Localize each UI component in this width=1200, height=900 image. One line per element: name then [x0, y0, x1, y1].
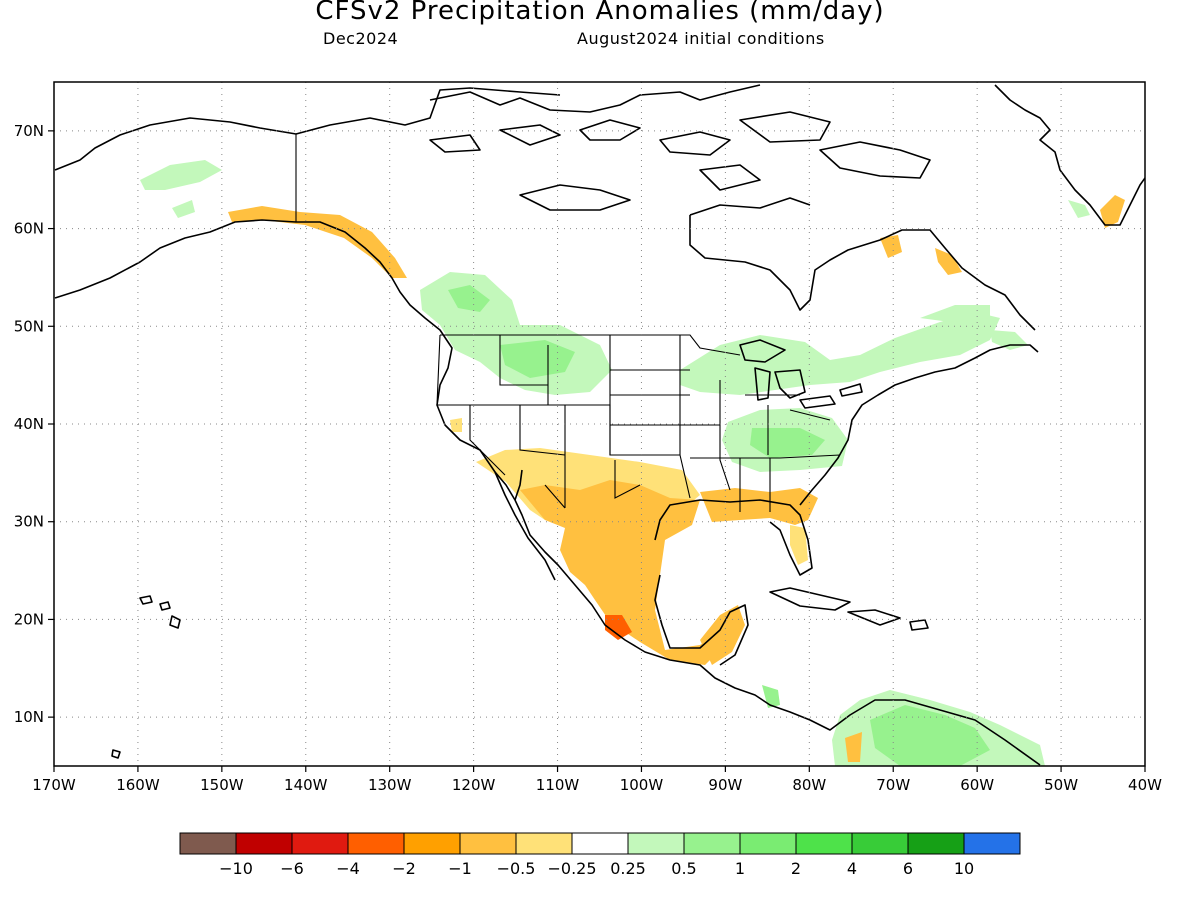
anomaly-region-montana: [448, 285, 575, 378]
lat-tick-label: 20N: [14, 610, 44, 628]
map-content: [54, 82, 1145, 766]
lat-tick-label: 60N: [14, 220, 44, 238]
lat-tick-label: 30N: [14, 513, 44, 531]
lon-tick-label: 140W: [284, 776, 328, 794]
lon-tick-label: 70W: [876, 776, 910, 794]
colorbar-label: −2: [392, 859, 416, 878]
lon-tick-label: 150W: [200, 776, 244, 794]
longitude-axis: 170W 160W 150W 140W 130W 120W 110W 100W 90W 80W 70…: [32, 766, 1162, 794]
anomaly-region-mexico: [520, 480, 720, 665]
colorbar-label: −4: [336, 859, 360, 878]
colorbar-swatch: [683, 832, 741, 855]
colorbar-label: 6: [903, 859, 913, 878]
colorbar-swatch: [907, 832, 965, 855]
lon-tick-label: 110W: [536, 776, 580, 794]
lon-tick-label: 90W: [708, 776, 742, 794]
anomaly-region-greenland: [1100, 195, 1125, 228]
colorbar-label: 4: [847, 859, 857, 878]
anomaly-region-ohio-valley-core: [750, 428, 825, 458]
lat-tick-label: 50N: [14, 317, 44, 335]
grid-lines: [54, 82, 1145, 766]
colorbar-label: −10: [219, 859, 253, 878]
colorbar-swatch: [403, 832, 461, 855]
colorbar-label: 2: [791, 859, 801, 878]
colorbar-label: 1: [735, 859, 745, 878]
anomaly-region-california: [450, 418, 462, 432]
colorbar-swatch: [515, 832, 573, 855]
anomaly-region-south-america-core: [870, 705, 990, 766]
colorbar-swatch: [291, 832, 349, 855]
lat-tick-label: 40N: [14, 415, 44, 433]
colorbar-swatch: [571, 832, 629, 855]
lon-tick-label: 170W: [32, 776, 76, 794]
colorbar-label: −0.25: [547, 859, 596, 878]
lon-tick-label: 40W: [1128, 776, 1162, 794]
colorbar-swatch: [179, 832, 237, 855]
lat-tick-label: 70N: [14, 122, 44, 140]
lon-tick-label: 160W: [116, 776, 160, 794]
initial-conditions: August2024 initial conditions: [577, 29, 825, 48]
forecast-month: Dec2024: [323, 29, 399, 48]
lat-tick-label: 10N: [14, 708, 44, 726]
colorbar: −10 −6 −4 −2 −1 −0.5 −0.25 0.25 0.5 1 2 4 6 10: [179, 832, 1021, 878]
colorbar-swatch: [851, 832, 909, 855]
anomaly-region-great-lakes: [680, 312, 1000, 395]
lon-tick-label: 130W: [368, 776, 412, 794]
colorbar-label: 0.25: [610, 859, 646, 878]
political-boundaries: [295, 134, 841, 512]
anomaly-region-yucatan: [700, 605, 745, 665]
colorbar-swatch: [459, 832, 517, 855]
anomaly-region-alaska-interior: [140, 160, 222, 190]
anomaly-region-gulf-coast: [700, 488, 818, 525]
colorbar-label: −1: [448, 859, 472, 878]
colorbar-swatch: [627, 832, 685, 855]
anomaly-region-hudson-east: [880, 235, 962, 275]
anomaly-region-sw-mexico: [605, 615, 632, 640]
colorbar-swatch: [795, 832, 853, 855]
colorbar-label: 0.5: [671, 859, 696, 878]
colorbar-swatch: [235, 832, 293, 855]
map-frame: [53, 81, 1146, 767]
colorbar-swatch: [739, 832, 797, 855]
colorbar-label: −0.5: [497, 859, 536, 878]
lon-tick-label: 50W: [1044, 776, 1078, 794]
lon-tick-label: 120W: [452, 776, 496, 794]
coastlines: [54, 84, 1145, 766]
lon-tick-label: 80W: [792, 776, 826, 794]
colorbar-label: 10: [954, 859, 974, 878]
anomaly-region-florida: [790, 525, 808, 565]
map-title: CFSv2 Precipitation Anomalies (mm/day): [315, 0, 885, 26]
colorbar-swatch: [963, 832, 1021, 855]
lon-tick-label: 60W: [960, 776, 994, 794]
anomaly-region-alaska-coast: [228, 206, 407, 278]
colorbar-swatch: [347, 832, 405, 855]
lon-tick-label: 100W: [620, 776, 664, 794]
colorbar-label: −6: [280, 859, 304, 878]
anomaly-region-labrador: [920, 305, 1028, 350]
anomaly-region-alaska-south: [172, 200, 195, 218]
latitude-axis: 10N 20N 30N 40N 50N 60N 70N: [14, 122, 54, 726]
anomaly-region-greenland-wet: [1068, 200, 1090, 218]
anomaly-region-colombia-dry: [845, 732, 862, 762]
